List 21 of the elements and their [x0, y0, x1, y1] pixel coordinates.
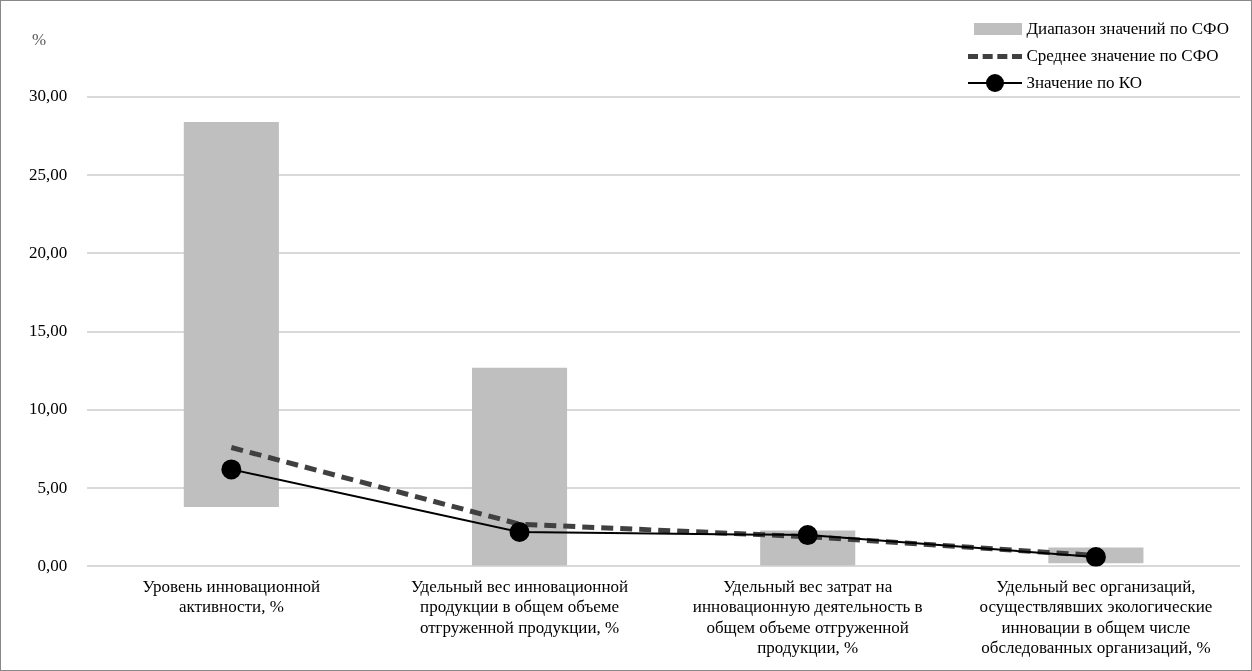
- y-axis-title: %: [31, 30, 47, 49]
- legend-label: Среднее значение по СФО: [1026, 45, 1219, 66]
- y-tick-label: 10,00: [29, 399, 68, 419]
- y-tick-label: 25,00: [29, 164, 68, 184]
- y-tick-label: 0,00: [37, 555, 68, 575]
- point: [221, 459, 242, 480]
- y-tick-label: 5,00: [37, 477, 68, 497]
- bar: [183, 122, 279, 507]
- x-tick-label: Удельный вес затрат на инновационную деятельность в общем объеме отгруженной продукции, %: [692, 577, 923, 658]
- point: [1085, 547, 1106, 567]
- bar: [471, 367, 568, 566]
- y-tick-label: 15,00: [29, 321, 68, 341]
- y-tick-label: 30,00: [29, 86, 68, 106]
- y-tick-label: 20,00: [29, 242, 68, 262]
- x-tick-label: Уровень инновационной активности, %: [142, 577, 321, 617]
- x-tick-label: Удельный вес организаций, осуществлявших экологические инновации в общем числе обследованных организаций, %: [979, 577, 1213, 658]
- x-tick-label: Удельный вес инновационной продукции в общем объеме отгруженной продукции, %: [410, 577, 629, 637]
- point: [797, 525, 818, 546]
- legend-label: Значение по КО: [1026, 72, 1143, 93]
- point: [509, 521, 530, 542]
- legend-label: Диапазон значений по СФО: [1026, 18, 1229, 39]
